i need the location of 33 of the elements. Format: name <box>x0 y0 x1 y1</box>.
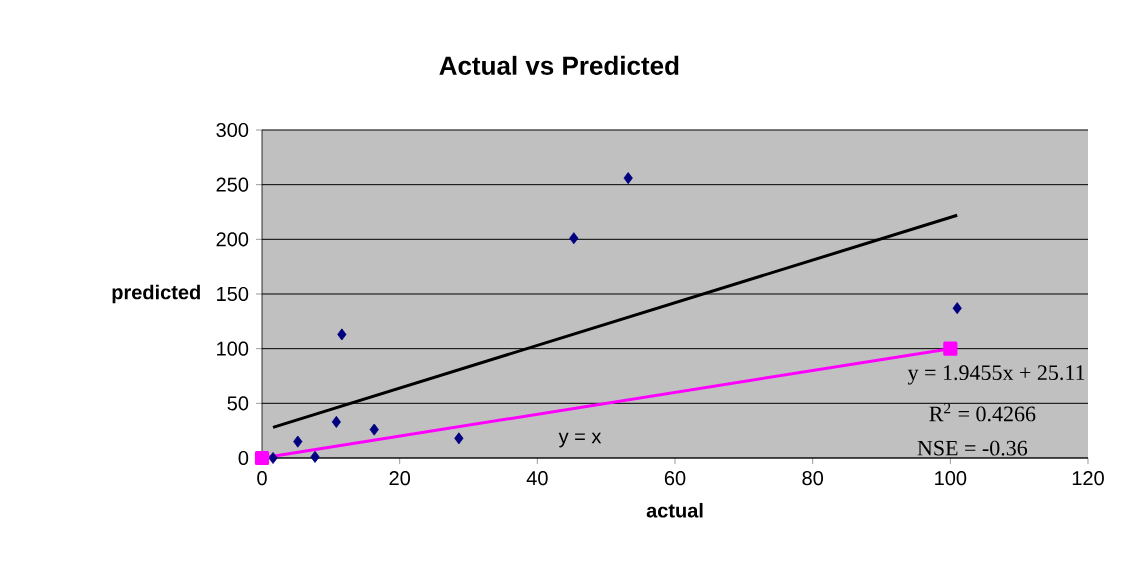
point <box>952 302 962 315</box>
point <box>310 450 320 463</box>
y-axis-title: predicted <box>112 284 200 304</box>
x-tick-label: 100 <box>935 471 967 486</box>
point <box>369 423 379 436</box>
y-tick-label: 50 <box>227 396 249 411</box>
y-tick-label: 150 <box>217 286 249 302</box>
chart-title: Actual vs Predicted <box>439 55 679 75</box>
point <box>293 435 303 448</box>
point <box>331 415 341 428</box>
x-axis-title: actual <box>646 502 703 518</box>
point <box>454 432 464 445</box>
point <box>623 172 633 185</box>
annotation: R$^{2}$ = 0.4266 <box>929 402 1036 422</box>
y-tick-label: 0 <box>238 450 249 466</box>
x-tick-label: 60 <box>664 471 686 486</box>
point <box>569 232 579 245</box>
x-tick-label: 0 <box>257 471 267 486</box>
y-tick-label: 200 <box>216 232 249 247</box>
y-tick-label: 300 <box>216 122 249 138</box>
annotation: y = 1.9455x + 25.11 <box>907 365 1085 385</box>
x-tick-label: 20 <box>389 471 411 486</box>
point <box>268 451 278 464</box>
point <box>943 341 958 356</box>
point <box>254 450 270 466</box>
annotation: NSE = -0.36 <box>917 440 1028 456</box>
x-tick-label: 40 <box>526 471 548 486</box>
point <box>337 328 347 341</box>
y-tick-label: 100 <box>217 341 249 356</box>
x-tick-label: 80 <box>802 471 824 486</box>
annotation: y = x <box>558 432 602 448</box>
y-tick-label: 250 <box>216 177 249 192</box>
x-tick-label: 120 <box>1072 471 1104 486</box>
